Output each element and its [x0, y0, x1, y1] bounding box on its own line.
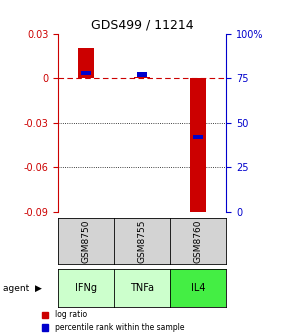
- Text: GSM8750: GSM8750: [81, 219, 90, 263]
- Text: IFNg: IFNg: [75, 283, 97, 293]
- Text: GSM8760: GSM8760: [194, 219, 203, 263]
- Bar: [190, 78, 206, 215]
- Text: agent  ▶: agent ▶: [3, 284, 42, 293]
- Title: GDS499 / 11214: GDS499 / 11214: [91, 18, 193, 31]
- Bar: [137, 72, 147, 77]
- Bar: [78, 48, 94, 78]
- Legend: log ratio, percentile rank within the sample: log ratio, percentile rank within the sa…: [41, 310, 184, 332]
- Bar: [134, 77, 150, 78]
- Text: IL4: IL4: [191, 283, 205, 293]
- Bar: [81, 71, 91, 75]
- Bar: [193, 135, 203, 139]
- Text: GSM8755: GSM8755: [137, 219, 147, 263]
- Text: TNFa: TNFa: [130, 283, 154, 293]
